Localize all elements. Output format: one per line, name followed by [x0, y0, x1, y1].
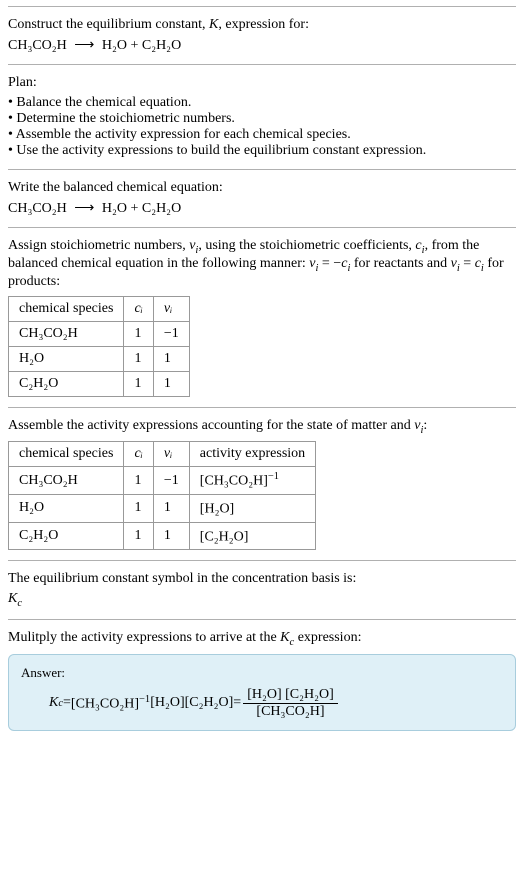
table-row: CH₃CO₂H 1 −1: [9, 321, 190, 346]
th: activity expression: [189, 442, 315, 467]
table-row: H₂O 1 1: [9, 346, 190, 371]
td: [C₂H₂O]: [189, 522, 315, 550]
th: νᵢ: [153, 442, 189, 467]
K: K: [8, 591, 17, 606]
answer-box: Answer: Kc = [CH₃CO₂H]−1 [H₂O] [C₂H₂O] =…: [8, 654, 516, 731]
table-header-row: chemical species cᵢ νᵢ activity expressi…: [9, 442, 316, 467]
th: cᵢ: [124, 296, 153, 321]
reaction-arrow-icon: ⟶: [70, 200, 98, 217]
equation-lhs: CH₃CO₂H: [8, 201, 67, 216]
symbol-section: The equilibrium constant symbol in the c…: [8, 560, 516, 619]
answer-label: Answer:: [21, 665, 503, 681]
td: H₂O: [9, 346, 124, 371]
td: [CH₃CO₂H]−1: [189, 467, 315, 495]
intro-K: K: [209, 17, 218, 32]
th: chemical species: [9, 442, 124, 467]
td: 1: [153, 522, 189, 550]
td: −1: [153, 321, 189, 346]
eq: =: [233, 695, 241, 711]
fraction: [H₂O] [C₂H₂O] [CH₃CO₂H]: [243, 687, 338, 720]
table-row: C₂H₂O 1 1: [9, 371, 190, 396]
balanced-equation: CH₃CO₂H ⟶ H₂O + C₂H₂O: [8, 200, 516, 217]
intro-line1: Construct the equilibrium constant, K, e…: [8, 17, 516, 33]
intro-text2: , expression for:: [218, 17, 309, 32]
t: :: [423, 418, 427, 433]
table-header-row: chemical species cᵢ νᵢ: [9, 296, 190, 321]
th: νᵢ: [153, 296, 189, 321]
t: = −: [318, 256, 341, 271]
equation-lhs: CH₃CO₂H: [8, 38, 67, 53]
td: CH₃CO₂H: [9, 321, 124, 346]
td: C₂H₂O: [9, 522, 124, 550]
plan-item-3: • Use the activity expressions to build …: [8, 143, 516, 159]
stoich-table: chemical species cᵢ νᵢ CH₃CO₂H 1 −1 H₂O …: [8, 296, 190, 397]
td: 1: [153, 346, 189, 371]
plan-item-2: • Assemble the activity expression for e…: [8, 127, 516, 143]
expr: [H₂O]: [200, 502, 234, 517]
eq: =: [63, 695, 71, 711]
activity-title: Assemble the activity expressions accoun…: [8, 418, 516, 436]
td: −1: [153, 467, 189, 495]
table-row: CH₃CO₂H 1 −1 [CH₃CO₂H]−1: [9, 467, 316, 495]
table-row: H₂O 1 1 [H₂O]: [9, 495, 316, 523]
plan-section: Plan: • Balance the chemical equation. •…: [8, 64, 516, 169]
plan-item-1: • Determine the stoichiometric numbers.: [8, 111, 516, 127]
K: K: [280, 630, 289, 645]
t: Assemble the activity expressions accoun…: [8, 418, 414, 433]
sup: −1: [268, 471, 279, 482]
td: 1: [153, 371, 189, 396]
symbol-line: The equilibrium constant symbol in the c…: [8, 571, 516, 587]
term1: [CH₃CO₂H]−1: [71, 694, 150, 713]
activity-table: chemical species cᵢ νᵢ activity expressi…: [8, 441, 316, 550]
reaction-arrow-icon: ⟶: [70, 37, 98, 54]
td: 1: [124, 371, 153, 396]
table-row: C₂H₂O 1 1 [C₂H₂O]: [9, 522, 316, 550]
term2: [H₂O]: [150, 695, 184, 711]
td: 1: [153, 495, 189, 523]
expr: [CH₃CO₂H]: [200, 474, 268, 489]
t: for reactants and: [350, 256, 450, 271]
intro-section: Construct the equilibrium constant, K, e…: [8, 6, 516, 64]
balanced-title: Write the balanced chemical equation:: [8, 180, 516, 196]
activity-section: Assemble the activity expressions accoun…: [8, 407, 516, 561]
td: 1: [124, 495, 153, 523]
sup: −1: [139, 694, 150, 705]
td: CH₃CO₂H: [9, 467, 124, 495]
th: chemical species: [9, 296, 124, 321]
stoich-section: Assign stoichiometric numbers, νi, using…: [8, 227, 516, 407]
balanced-section: Write the balanced chemical equation: CH…: [8, 169, 516, 227]
plan-item-0: • Balance the chemical equation.: [8, 95, 516, 111]
t: Assign stoichiometric numbers,: [8, 238, 189, 253]
t: , using the stoichiometric coefficients,: [198, 238, 415, 253]
t: expression:: [294, 630, 361, 645]
expr: [C₂H₂O]: [200, 529, 249, 544]
intro-text: Construct the equilibrium constant,: [8, 17, 209, 32]
td: C₂H₂O: [9, 371, 124, 396]
term3: [C₂H₂O]: [185, 695, 234, 711]
t: Mulitply the activity expressions to arr…: [8, 630, 280, 645]
multiply-section: Mulitply the activity expressions to arr…: [8, 619, 516, 741]
t: =: [460, 256, 475, 271]
td: 1: [124, 522, 153, 550]
stoich-text: Assign stoichiometric numbers, νi, using…: [8, 238, 516, 290]
numerator: [H₂O] [C₂H₂O]: [243, 687, 338, 704]
td: 1: [124, 467, 153, 495]
plan-title: Plan:: [8, 75, 516, 91]
answer-equation: Kc = [CH₃CO₂H]−1 [H₂O] [C₂H₂O] = [H₂O] […: [21, 687, 503, 720]
td: H₂O: [9, 495, 124, 523]
equation-rhs: H₂O + C₂H₂O: [102, 201, 181, 216]
b: [CH₃CO₂H]: [71, 697, 139, 712]
td: 1: [124, 321, 153, 346]
td: [H₂O]: [189, 495, 315, 523]
th: cᵢ: [124, 442, 153, 467]
K: K: [49, 695, 58, 711]
intro-equation: CH₃CO₂H ⟶ H₂O + C₂H₂O: [8, 37, 516, 54]
sub: c: [17, 598, 22, 609]
equation-rhs: H₂O + C₂H₂O: [102, 38, 181, 53]
kc-symbol: Kc: [8, 591, 516, 609]
denominator: [CH₃CO₂H]: [252, 704, 328, 720]
td: 1: [124, 346, 153, 371]
multiply-line: Mulitply the activity expressions to arr…: [8, 630, 516, 648]
